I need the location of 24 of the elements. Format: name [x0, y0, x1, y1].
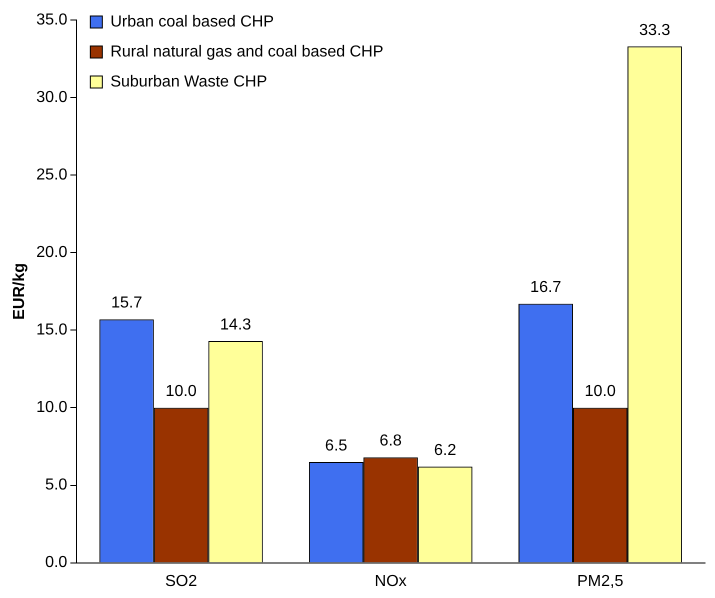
y-axis-title: EUR/kg — [11, 262, 28, 320]
data-label: 33.3 — [639, 22, 670, 39]
legend-label: Urban coal based CHP — [110, 13, 274, 30]
y-tick-label: 10.0 — [36, 399, 68, 416]
y-tick-label: 0.0 — [45, 554, 68, 572]
x-tick-label: NOx — [374, 572, 407, 590]
data-label: 10.0 — [166, 383, 197, 400]
y-tick-label: 5.0 — [45, 476, 68, 494]
legend-label: Suburban Waste CHP — [110, 73, 268, 90]
data-label: 14.3 — [220, 316, 252, 334]
y-tick-label: 15.0 — [36, 322, 68, 339]
legend-label: Rural natural gas and coal based CHP — [110, 43, 384, 60]
data-label: 6.8 — [380, 432, 402, 450]
y-tick-label: 35.0 — [36, 11, 68, 28]
data-label: 6.5 — [325, 437, 348, 454]
y-tick-label: 30.0 — [36, 88, 68, 106]
data-label: 16.7 — [530, 279, 562, 296]
y-tick-label: 20.0 — [36, 244, 68, 262]
data-label: 6.2 — [434, 442, 456, 460]
data-label: 10.0 — [584, 383, 616, 400]
data-label: 15.7 — [111, 294, 142, 312]
x-tick-label: PM2,5 — [577, 572, 624, 590]
y-tick-label: 25.0 — [36, 166, 68, 184]
x-tick-label: SO2 — [165, 572, 198, 590]
